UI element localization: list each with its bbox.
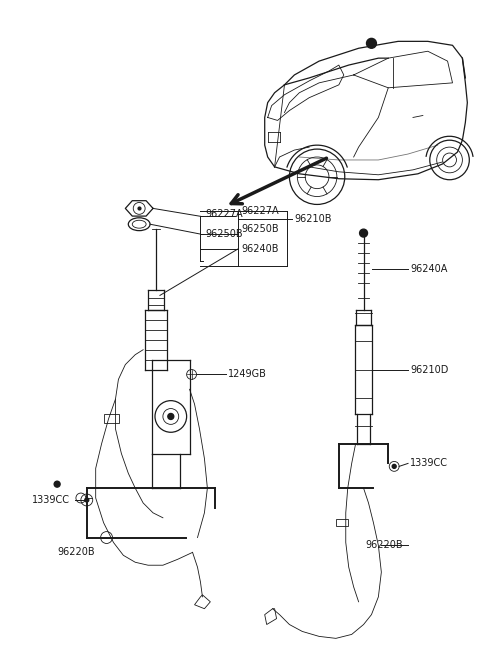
Text: 1339CC: 1339CC xyxy=(33,495,71,505)
Text: 96220B: 96220B xyxy=(366,540,403,550)
Text: 1339CC: 1339CC xyxy=(410,458,448,468)
Text: 96250B: 96250B xyxy=(205,229,243,239)
Circle shape xyxy=(392,464,396,468)
Text: 96220B: 96220B xyxy=(57,548,95,557)
Text: 96240B: 96240B xyxy=(241,244,278,254)
Circle shape xyxy=(360,229,368,237)
Circle shape xyxy=(367,39,376,48)
Text: 96210D: 96210D xyxy=(410,365,448,375)
Text: 96210B: 96210B xyxy=(294,214,332,224)
Circle shape xyxy=(168,413,174,419)
Text: 96250B: 96250B xyxy=(241,224,278,234)
Text: 96227A: 96227A xyxy=(241,206,278,216)
Circle shape xyxy=(54,481,60,487)
Text: 1249GB: 1249GB xyxy=(228,369,267,379)
Text: 96240A: 96240A xyxy=(410,264,447,274)
Text: 96227A: 96227A xyxy=(205,210,243,219)
Circle shape xyxy=(85,498,89,502)
